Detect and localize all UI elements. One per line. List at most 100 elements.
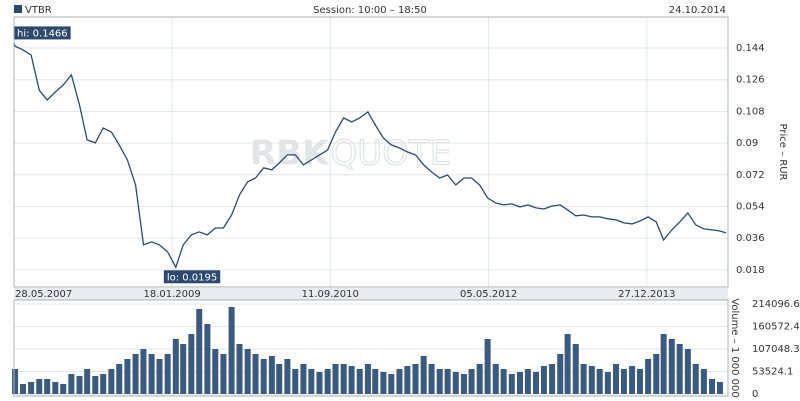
y-tick-label: 0.072: [736, 170, 765, 181]
x-tick-label: 18.01.2009: [144, 289, 201, 300]
extreme-annotation: lo: 0.0195: [163, 270, 221, 284]
volume-bar: [588, 365, 595, 394]
volume-bar: [188, 334, 195, 394]
x-tick-label: 11.09.2010: [302, 289, 359, 300]
volume-bar: [557, 354, 564, 394]
volume-bar: [84, 369, 91, 394]
volume-bar: [620, 369, 627, 394]
volume-bar: [92, 376, 99, 394]
volume-bar: [292, 369, 299, 394]
annotation-label: hi: 0.1466: [17, 28, 68, 39]
volume-bar: [36, 378, 43, 394]
y-tick-label: 0.09: [736, 138, 758, 149]
volume-bar: [468, 369, 475, 394]
ticker: VTBR: [25, 5, 52, 16]
y-tick-label: 53524.1: [752, 367, 793, 378]
volume-bar: [653, 354, 660, 394]
volume-bar: [236, 343, 243, 394]
volume-bar: [533, 371, 540, 394]
volume-bar: [492, 363, 499, 394]
volume-bar: [268, 356, 275, 394]
volume-bar: [596, 369, 603, 394]
volume-bar: [68, 374, 75, 394]
volume-bar: [44, 378, 51, 394]
volume-bar: [172, 338, 179, 394]
annotation-label: lo: 0.0195: [167, 272, 217, 283]
volume-bar: [516, 371, 523, 394]
volume-bar: [540, 365, 547, 394]
y-tick-label: 214096.6: [752, 299, 800, 310]
volume-bar: [340, 363, 347, 394]
y-tick-label: 160572.4: [752, 322, 800, 333]
volume-bar: [348, 365, 355, 394]
volume-bar: [28, 382, 35, 394]
y-tick-label: 0.018: [736, 265, 765, 276]
volume-bar: [116, 363, 123, 394]
panel-frame: [13, 299, 729, 397]
x-tick-label: 05.05.2012: [460, 289, 517, 300]
volume-bar: [629, 365, 636, 394]
volume-bar: [388, 374, 395, 394]
volume-bar: [132, 354, 139, 394]
volume-bar: [692, 363, 699, 394]
y-tick-label: 107048.3: [752, 344, 800, 355]
volume-bar: [260, 358, 267, 394]
volume-bar: [356, 369, 363, 394]
volume-bar: [324, 369, 331, 394]
volume-bar: [204, 323, 211, 394]
volume-bar: [676, 343, 683, 394]
volume-bar: [372, 369, 379, 394]
y-tick-label: 0.054: [736, 202, 765, 213]
volume-bar: [124, 358, 131, 394]
volume-bar: [428, 363, 435, 394]
volume-bar: [164, 354, 171, 394]
volume-bar: [613, 363, 620, 394]
volume-bar: [100, 374, 107, 394]
volume-bar: [60, 383, 67, 394]
volume-bar: [420, 356, 427, 394]
volume-bar: [572, 343, 579, 394]
volume-bar: [404, 365, 411, 394]
volume-bar: [476, 363, 483, 394]
volume-bar: [284, 358, 291, 394]
date-band: [14, 288, 728, 300]
y-tick-label: 0.144: [736, 43, 765, 54]
volume-bar: [180, 343, 187, 394]
volume-bar: [228, 307, 235, 394]
annotation-box: [14, 26, 71, 40]
price-line: [13, 43, 727, 269]
volume-bar: [660, 334, 667, 394]
y-tick-label: 0: [752, 389, 758, 400]
x-tick-label: 28.05.2007: [15, 289, 72, 300]
volume-bar: [604, 371, 611, 394]
volume-bar: [76, 376, 83, 394]
volume-bar: [484, 338, 491, 394]
volume-bar: [108, 369, 115, 394]
y-tick-label: 0.108: [736, 106, 765, 117]
annotation-box: [163, 270, 221, 284]
volume-bar: [332, 363, 339, 394]
volume-bar: [196, 309, 203, 394]
volume-bar: [709, 378, 716, 394]
volume-bar: [636, 369, 643, 394]
watermark: QUOTE: [330, 134, 451, 174]
volume-bar: [300, 363, 307, 394]
volume-bar: [412, 363, 419, 394]
volume-bar: [436, 369, 443, 394]
volume-bar: [12, 369, 19, 394]
volume-bar: [700, 369, 707, 394]
volume-bar: [508, 374, 515, 394]
volume-bar: [276, 363, 283, 394]
volume-bar: [380, 371, 387, 394]
volume-bar: [444, 369, 451, 394]
x-tick-label: 27.12.2013: [618, 289, 675, 300]
volume-bar: [668, 338, 675, 394]
volume-bar: [252, 354, 259, 394]
y-tick-label: 0.126: [736, 75, 765, 86]
watermark: RBK: [250, 134, 330, 174]
volume-bar: [549, 363, 556, 394]
extreme-annotation: hi: 0.1466: [14, 26, 71, 40]
volume-bar: [19, 383, 26, 394]
y-tick-label: 0.036: [736, 233, 765, 244]
